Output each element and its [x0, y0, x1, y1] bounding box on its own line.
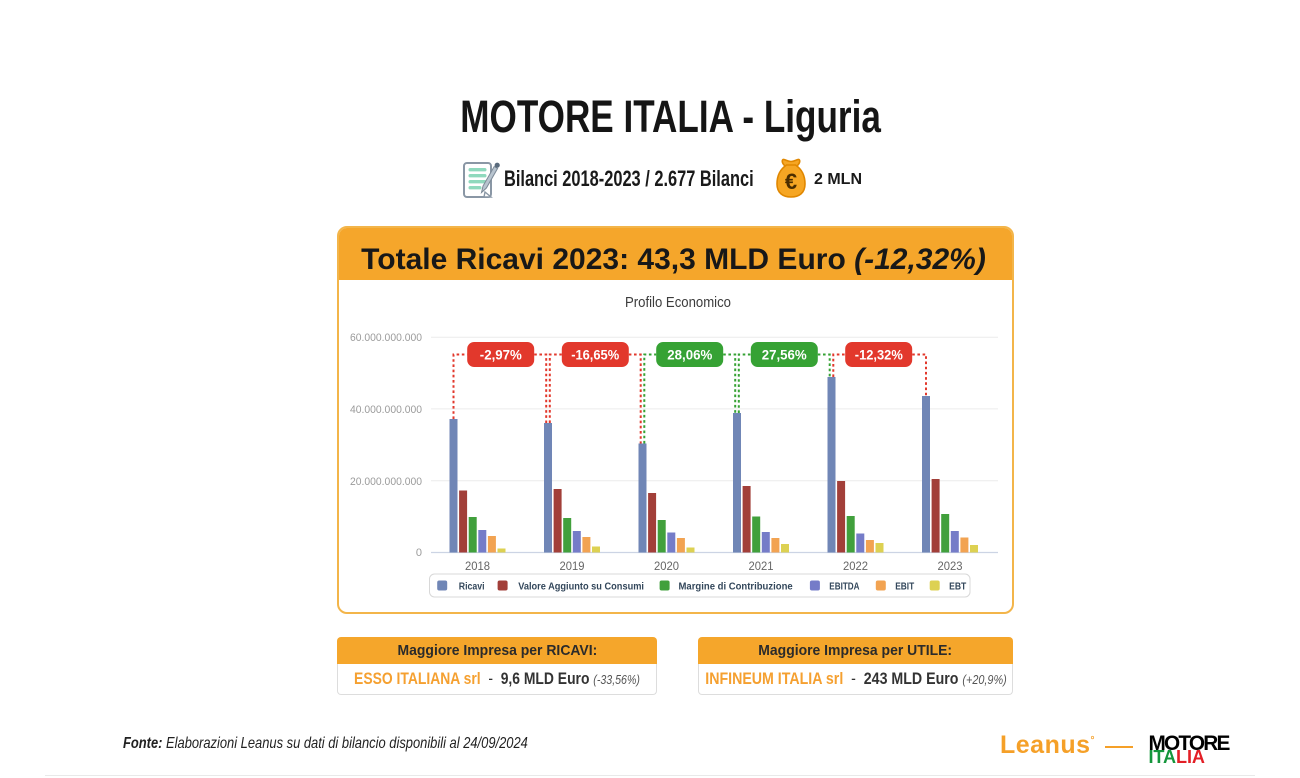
svg-text:40.000.000.000: 40.000.000.000	[350, 404, 422, 416]
svg-text:27,56%: 27,56%	[762, 347, 808, 363]
svg-text:2019: 2019	[560, 559, 585, 573]
svg-text:Margine di Contribuzione: Margine di Contribuzione	[679, 581, 793, 593]
svg-text:2022: 2022	[843, 559, 868, 573]
svg-text:2018: 2018	[465, 559, 490, 573]
svg-text:Profilo Economico: Profilo Economico	[625, 295, 731, 311]
svg-text:28,06%: 28,06%	[667, 347, 713, 363]
svg-text:2021: 2021	[749, 559, 774, 573]
svg-text:€: €	[785, 169, 797, 194]
svg-text:EBITDA: EBITDA	[829, 581, 860, 593]
svg-text:EBIT: EBIT	[895, 581, 914, 593]
svg-text:2023: 2023	[938, 559, 963, 573]
svg-text:Ricavi: Ricavi	[459, 581, 485, 593]
svg-text:-16,65%: -16,65%	[571, 347, 619, 363]
svg-text:20.000.000.000: 20.000.000.000	[350, 476, 422, 488]
svg-text:-12,32%: -12,32%	[855, 347, 903, 363]
svg-text:0: 0	[416, 547, 422, 559]
svg-text:EBT: EBT	[949, 581, 967, 593]
svg-text:Valore Aggiunto su Consumi: Valore Aggiunto su Consumi	[518, 581, 644, 593]
svg-text:-2,97%: -2,97%	[480, 347, 523, 363]
svg-text:60.000.000.000: 60.000.000.000	[350, 332, 422, 344]
svg-text:2020: 2020	[654, 559, 679, 573]
